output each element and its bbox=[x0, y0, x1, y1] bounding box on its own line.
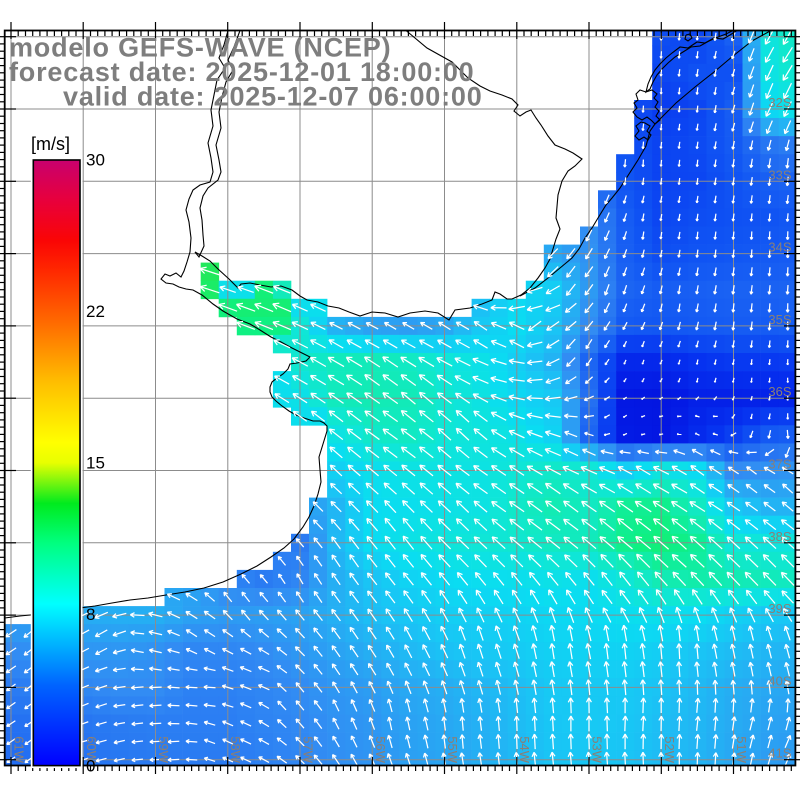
svg-text:22: 22 bbox=[86, 302, 105, 321]
svg-text:58W: 58W bbox=[228, 736, 243, 763]
svg-text:39S: 39S bbox=[768, 601, 791, 616]
svg-text:52W: 52W bbox=[662, 736, 677, 763]
svg-text:15: 15 bbox=[86, 454, 105, 473]
svg-text:59W: 59W bbox=[156, 736, 171, 763]
svg-text:54W: 54W bbox=[517, 736, 532, 763]
svg-text:0: 0 bbox=[86, 757, 95, 776]
svg-text:modelo GEFS-WAVE (NCEP): modelo GEFS-WAVE (NCEP) bbox=[9, 33, 391, 63]
svg-text:valid date: 2025-12-07 06:00:0: valid date: 2025-12-07 06:00:00 bbox=[63, 82, 483, 112]
svg-text:33S: 33S bbox=[768, 167, 791, 182]
svg-text:8: 8 bbox=[86, 605, 95, 624]
svg-text:[m/s]: [m/s] bbox=[31, 134, 70, 154]
svg-text:35S: 35S bbox=[768, 312, 791, 327]
svg-text:51W: 51W bbox=[734, 736, 749, 763]
svg-text:61W: 61W bbox=[12, 736, 27, 763]
svg-text:38S: 38S bbox=[768, 529, 791, 544]
svg-text:37S: 37S bbox=[768, 457, 791, 472]
svg-text:57W: 57W bbox=[301, 736, 316, 763]
svg-text:56W: 56W bbox=[373, 736, 388, 763]
svg-text:36S: 36S bbox=[768, 384, 791, 399]
svg-text:32S: 32S bbox=[768, 95, 791, 110]
svg-text:34S: 34S bbox=[768, 240, 791, 255]
svg-text:forecast date: 2025-12-01 18:0: forecast date: 2025-12-01 18:00:00 bbox=[9, 57, 474, 87]
svg-text:55W: 55W bbox=[445, 736, 460, 763]
svg-text:30: 30 bbox=[86, 151, 105, 170]
svg-text:40S: 40S bbox=[768, 673, 791, 688]
svg-text:60W: 60W bbox=[84, 736, 99, 763]
svg-text:53W: 53W bbox=[590, 736, 605, 763]
svg-text:41S: 41S bbox=[768, 746, 791, 761]
